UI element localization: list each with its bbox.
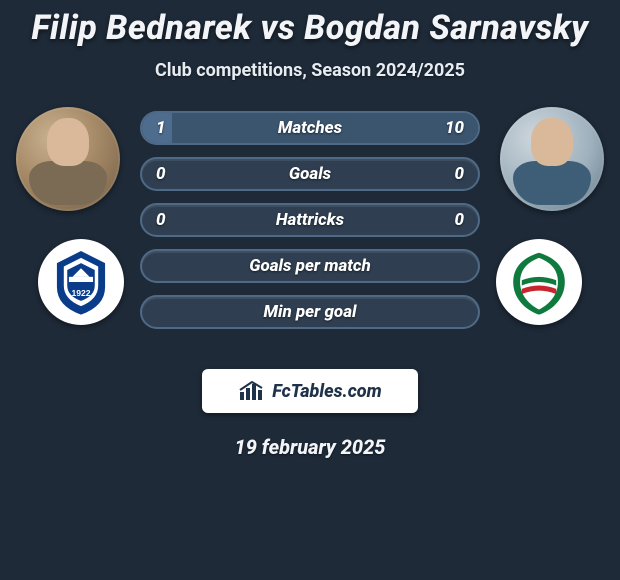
- club-right-crest: [496, 239, 582, 325]
- stat-bars: 110Matches00Goals00HattricksGoals per ma…: [140, 111, 480, 329]
- stat-bar: Min per goal: [140, 295, 480, 329]
- club-left-crest: 1922: [38, 239, 124, 325]
- infographic-date: 19 february 2025: [10, 435, 610, 459]
- stat-bar: 110Matches: [140, 111, 480, 145]
- brand-badge: FcTables.com: [202, 369, 418, 413]
- stat-left-value: 0: [156, 210, 176, 230]
- player-right-avatar: [500, 107, 604, 211]
- lech-poznan-crest-icon: 1922: [38, 239, 124, 325]
- bar-chart-icon: [238, 380, 264, 402]
- subtitle: Club competitions, Season 2024/2025: [10, 60, 610, 81]
- stat-bar: 0 0Goals: [140, 157, 480, 191]
- brand-text: FcTables.com: [272, 381, 381, 402]
- stat-bar: Goals per match: [140, 249, 480, 283]
- stat-right-value: 0: [444, 164, 464, 184]
- svg-text:1922: 1922: [71, 288, 90, 298]
- stat-bar-right-fill: [172, 113, 478, 143]
- stat-label: Hattricks: [142, 210, 478, 230]
- stat-bar: 0 0Hattricks: [140, 203, 480, 237]
- stat-right-value: 0: [444, 210, 464, 230]
- stat-label: Min per goal: [142, 302, 478, 322]
- lechia-gdansk-crest-icon: [496, 239, 582, 325]
- stat-label: Goals: [142, 164, 478, 184]
- page-title: Filip Bednarek vs Bogdan Sarnavsky: [10, 8, 610, 48]
- stat-right-value: 10: [444, 118, 464, 138]
- stat-left-value: 1: [156, 118, 176, 138]
- player-left-avatar: [16, 107, 120, 211]
- stat-left-value: 0: [156, 164, 176, 184]
- stat-label: Goals per match: [142, 256, 478, 276]
- comparison-panel: 1922 110Matches00Goals00HattricksGoals p…: [10, 107, 610, 347]
